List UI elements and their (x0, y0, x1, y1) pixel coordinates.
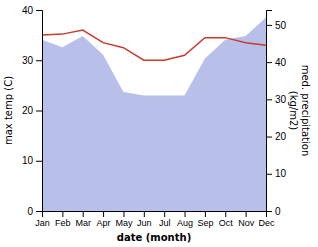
tick-label: 40 (22, 5, 34, 16)
tick-mark (205, 211, 206, 217)
tick-mark (266, 137, 272, 138)
tick: 40 (266, 57, 287, 68)
tick: 0 (266, 206, 281, 217)
tick-label: Jan (35, 218, 50, 228)
axis-line (43, 212, 267, 218)
marks (42, 17, 266, 211)
tick-label: Feb (55, 218, 71, 228)
tick-label: Apr (97, 218, 111, 228)
tick: Jan (35, 211, 50, 228)
precipitation-area (42, 17, 266, 211)
y2-axis-title: med. precipitation(kg/m2) (288, 65, 311, 157)
tick: Nov (238, 211, 255, 228)
tick: Apr (97, 211, 111, 228)
y-axis-title: max temp (C) (3, 76, 14, 145)
tick: 10 (266, 168, 287, 179)
tick: 30 (22, 55, 42, 66)
tick-label: 30 (22, 55, 34, 66)
tick: 30 (266, 94, 287, 105)
tick-mark (83, 211, 84, 217)
tick-label: 0 (275, 206, 281, 217)
tick-mark (144, 211, 145, 217)
tick: 10 (22, 155, 42, 166)
tick-label: Jun (137, 218, 152, 228)
tick: Feb (55, 211, 71, 228)
tick: Sep (197, 211, 213, 228)
tick-mark (36, 211, 42, 212)
axis-line (267, 11, 273, 212)
tick-label: May (115, 218, 133, 228)
tick: 20 (22, 105, 42, 116)
tick-mark (266, 99, 272, 100)
y2-axis-title-line: (kg/m2) (288, 91, 299, 131)
tick-label: 40 (275, 57, 287, 68)
tick: Dec (258, 211, 275, 228)
tick-label: Dec (258, 218, 275, 228)
tick-mark (62, 211, 63, 217)
y2-axis: 0 10 20 30 40 50 (266, 11, 287, 217)
tick: May (115, 211, 133, 228)
y2-axis-title-line: med. precipitation (300, 65, 311, 157)
tick-label: 50 (275, 20, 287, 31)
tick-mark (36, 161, 42, 162)
tick-label: 20 (275, 131, 287, 142)
tick-label: Aug (177, 218, 193, 228)
tick-mark (36, 60, 42, 61)
plot: JanFebMarAprMayJunJulAugSepOctNovDec0102… (22, 5, 287, 229)
tick: 20 (266, 131, 287, 142)
tick-label: Nov (238, 218, 255, 228)
tick: Oct (219, 211, 234, 228)
tick-label: Mar (75, 218, 91, 228)
tick: 40 (22, 5, 42, 16)
tick-label: Oct (219, 218, 234, 228)
tick-label: 20 (22, 105, 34, 116)
tick: 0 (27, 206, 42, 217)
tick: 50 (266, 20, 287, 31)
tick-mark (266, 25, 272, 26)
tick-mark (225, 211, 226, 217)
tick-mark (123, 211, 124, 217)
x-axis: Jan Feb Mar Apr May Jun Jul Aug Sep Oct NovDec (35, 211, 275, 228)
tick: Mar (75, 211, 91, 228)
tick-mark (164, 211, 165, 217)
tick-mark (266, 62, 272, 63)
tick-label: 10 (275, 168, 287, 179)
tick-mark (246, 211, 247, 217)
tick-label: 10 (22, 155, 34, 166)
temperature-line (42, 30, 266, 60)
tick: Jul (159, 211, 171, 228)
chart: JanFebMarAprMayJunJulAugSepOctNovDec0102… (0, 0, 318, 247)
tick: Aug (177, 211, 193, 228)
tick-mark (185, 211, 186, 217)
x-axis-title: date (month) (117, 232, 191, 243)
tick-label: 30 (275, 94, 287, 105)
tick-mark (266, 211, 272, 212)
tick-label: Jul (159, 218, 171, 228)
y-axis: 0 10 20 30 40 (22, 5, 43, 217)
tick-mark (266, 174, 272, 175)
tick-label: Sep (197, 218, 213, 228)
tick-mark (103, 211, 104, 217)
axis-line (36, 11, 43, 212)
tick-mark (36, 10, 42, 11)
tick-mark (36, 111, 42, 112)
tick: Jun (137, 211, 152, 228)
tick-label: 0 (27, 206, 33, 217)
